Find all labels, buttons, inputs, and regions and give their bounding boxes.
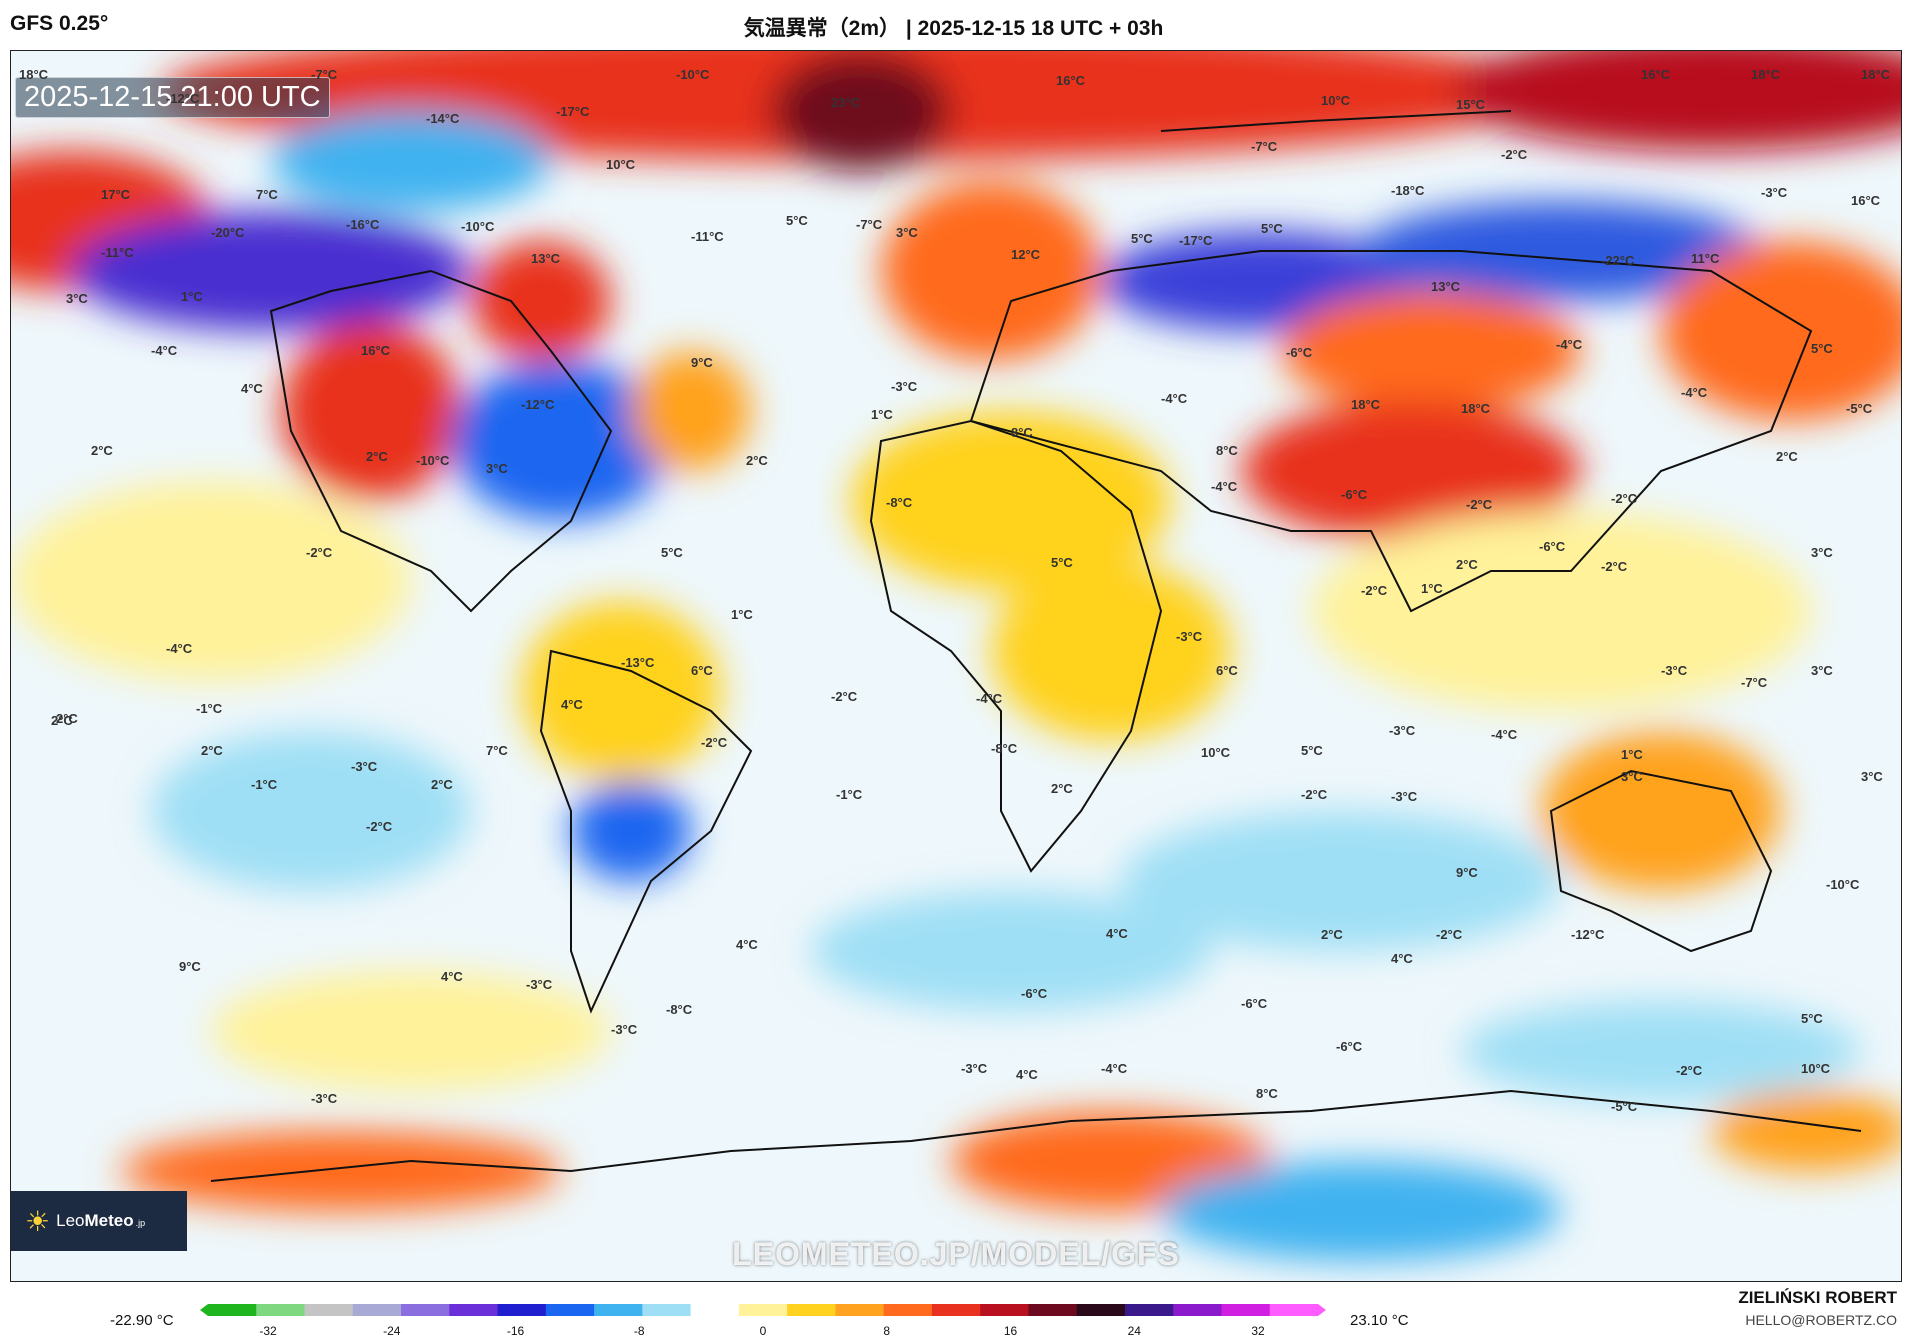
author-name: ZIELIŃSKI ROBERT [1738, 1288, 1897, 1307]
color-scale-tick-label: -16 [506, 1324, 525, 1338]
sun-icon: ☀ [25, 1205, 51, 1237]
color-scale-segment [931, 1304, 981, 1316]
color-scale-tick-label: 8 [883, 1324, 891, 1338]
color-scale-tick-label: 0 [759, 1324, 767, 1338]
color-scale-segment [738, 1304, 788, 1316]
color-scale-bar [200, 1304, 1326, 1316]
scale-max-arrow [1318, 1304, 1326, 1316]
color-scale-segment [1028, 1304, 1078, 1316]
coastlines [210, 110, 1862, 1182]
watermark: LEOMETEO.JP/MODEL/GFS [732, 1236, 1180, 1272]
color-scale-segment [787, 1304, 836, 1316]
anomaly-fields [11, 51, 1901, 1261]
color-scale-segment [980, 1304, 1029, 1316]
color-scale-segment [545, 1304, 595, 1316]
color-scale-segment [883, 1304, 933, 1316]
color-scale-segment [1076, 1304, 1126, 1316]
color-scale-segment [208, 1304, 257, 1316]
color-scale-tick-label: 32 [1251, 1324, 1265, 1338]
color-scale-segment [352, 1304, 402, 1316]
map-title: 気温異常（2m） | 2025-12-15 18 UTC + 03h [743, 17, 1164, 40]
author-email: HELLO@ROBERTZ.CO [1745, 1312, 1897, 1328]
color-scale-segment [1173, 1304, 1222, 1316]
color-scale-tick-label: 24 [1127, 1324, 1141, 1338]
color-scale-segment [256, 1304, 306, 1316]
color-scale-segment [1221, 1304, 1271, 1316]
color-scale-tick-label: 16 [1003, 1324, 1018, 1338]
color-scale-tick-label: -32 [259, 1324, 277, 1338]
color-scale-tick-label: -8 [633, 1324, 645, 1338]
color-scale-segment [690, 1304, 740, 1316]
color-scale-segment [1269, 1304, 1319, 1316]
scale-min-arrow [200, 1304, 208, 1316]
valid-time-badge: 2025-12-15 21:00 UTC [15, 77, 330, 118]
logo-text: LeoMeteo .jp [56, 1211, 146, 1230]
color-scale-segment [1124, 1304, 1174, 1316]
color-scale-segment [304, 1304, 354, 1316]
color-scale-segment [594, 1304, 643, 1316]
color-scale-segment [497, 1304, 547, 1316]
color-scale-segment [401, 1304, 450, 1316]
color-scale-segment [449, 1304, 499, 1316]
map-canvas [11, 51, 1901, 1281]
color-scale-segment [835, 1304, 885, 1316]
model-name: GFS 0.25° [10, 12, 109, 35]
temperature-anomaly-map[interactable]: 2025-12-15 21:00 UTC 18°C -7°C -10°C 16°C 16… [10, 50, 1902, 1282]
color-scale-segment [642, 1304, 692, 1316]
color-scale-tick-label: -24 [383, 1324, 401, 1338]
legend-max-label: 23.10 °C [1350, 1312, 1409, 1329]
legend-min-label: -22.90 °C [110, 1312, 174, 1329]
leometeo-logo[interactable]: ☀ LeoMeteo .jp [11, 1191, 187, 1251]
